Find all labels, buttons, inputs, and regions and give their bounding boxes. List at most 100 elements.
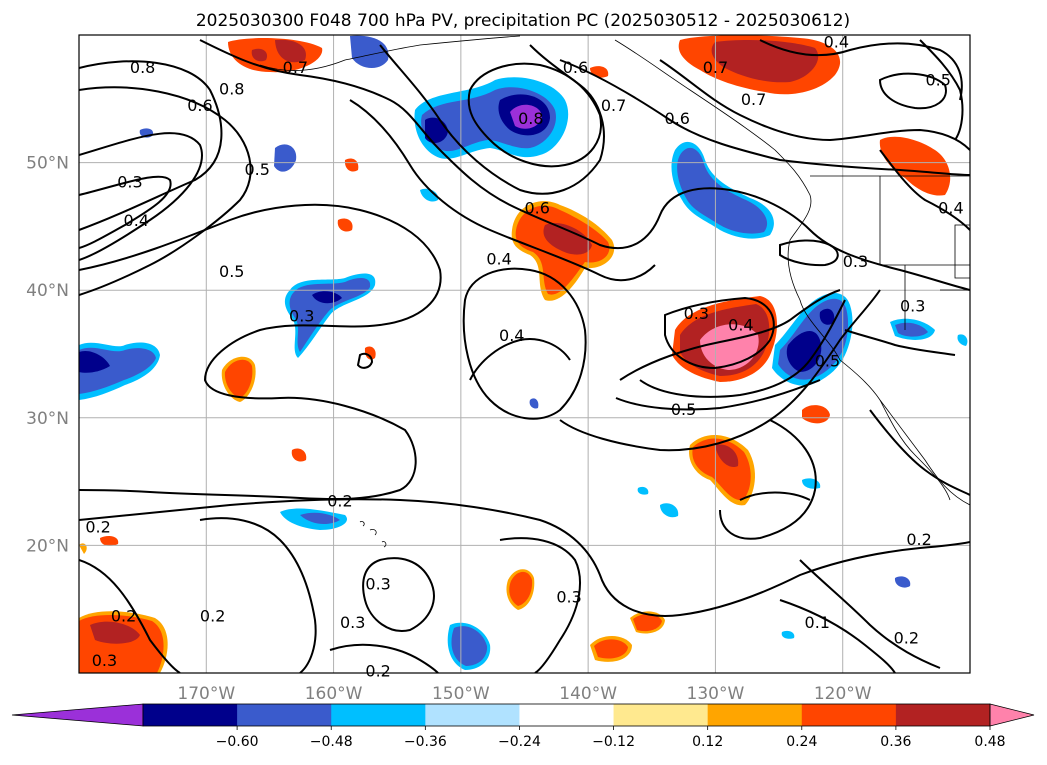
pv-contour-label: 0.6 xyxy=(665,109,690,128)
precip-positive-extreme xyxy=(700,324,759,370)
pv-contour-line xyxy=(199,517,317,673)
lat-tick-label: 40°N xyxy=(26,281,69,301)
pv-contour-label: 0.8 xyxy=(130,58,155,77)
pv-contour-line xyxy=(462,267,587,420)
pv-contour-line xyxy=(79,559,181,673)
colorbar-tick-label: 0.48 xyxy=(974,734,1005,750)
precip-positive-region xyxy=(337,218,353,232)
pv-contour-label: 0.4 xyxy=(486,249,511,268)
lat-tick-label: 30°N xyxy=(26,409,69,429)
colorbar-tick-label: −0.24 xyxy=(498,734,541,750)
colorbar-swatch xyxy=(331,704,426,726)
lon-tick-label: 140°W xyxy=(559,684,617,704)
pv-contour-label: 0.5 xyxy=(244,160,269,179)
precip-negative-region xyxy=(895,322,928,337)
pv-contour-label: 0.4 xyxy=(124,211,149,230)
precip-negative-core xyxy=(786,330,822,372)
colorbar-tick-label: 0.36 xyxy=(880,734,911,750)
precip-positive-core xyxy=(711,40,819,83)
precip-positive-region xyxy=(291,448,307,462)
state-border xyxy=(810,175,970,330)
pv-contour-line xyxy=(79,60,223,231)
pv-contour-line xyxy=(559,59,970,176)
pv-contour-line xyxy=(759,39,963,101)
precip-negative-region xyxy=(289,277,371,352)
pv-contour-label: 0.7 xyxy=(283,58,308,77)
precip-negative-region xyxy=(957,334,968,346)
pv-contour-label: 0.3 xyxy=(340,613,365,632)
precip-positive-region xyxy=(364,346,376,360)
pv-contour-label: 0.3 xyxy=(684,304,709,323)
pv-contour-labels: 0.8 0.8 0.6 0.7 0.5 0.3 0.4 0.5 0.6 0.8 0.7 0.6 0.4 0… xyxy=(85,32,963,680)
pv-contour-line xyxy=(779,599,896,673)
pv-contour-label: 0.2 xyxy=(365,661,390,680)
pv-contour-line xyxy=(469,338,571,381)
latitude-tick-labels: 50°N 40°N 30°N 20°N xyxy=(26,154,69,557)
precip-negative-region xyxy=(350,35,389,69)
pv-contour-label: 0.2 xyxy=(111,607,136,626)
pv-contour-label: 0.5 xyxy=(815,351,840,370)
colorbar-swatch xyxy=(801,704,897,726)
chart-title: 2025030300 F048 700 hPa PV, precipitatio… xyxy=(196,11,850,31)
map-gridlines xyxy=(79,35,970,673)
coastlines xyxy=(259,35,970,548)
pv-contour-label: 0.5 xyxy=(671,400,696,419)
colorbar-swatch xyxy=(519,704,615,726)
pv-contour-line xyxy=(362,557,435,632)
pv-contour-label: 0.2 xyxy=(894,628,919,647)
precip-positive-region xyxy=(79,543,87,554)
pv-contour-line xyxy=(869,409,970,496)
colorbar xyxy=(11,703,1035,730)
pv-contour-label: 0.5 xyxy=(925,71,950,90)
longitude-tick-labels: 170°W 160°W 150°W 140°W 130°W 120°W xyxy=(177,684,871,704)
pv-contour-label: 0.5 xyxy=(219,262,244,281)
precip-negative-region xyxy=(529,398,539,409)
precip-positive-region xyxy=(802,405,830,424)
pv-contour-label: 0.4 xyxy=(824,32,849,51)
pv-contour-label: 0.6 xyxy=(187,96,212,115)
precip-positive-region xyxy=(594,639,628,659)
pv-contour-label: 0.3 xyxy=(365,575,390,594)
pv-contour-label: 0.3 xyxy=(117,173,142,192)
precip-positive-core xyxy=(90,621,140,644)
pv-contour-label: 0.1 xyxy=(805,613,830,632)
pv-contour-line xyxy=(499,537,581,673)
pv-contour-line xyxy=(878,72,947,110)
precip-negative-region xyxy=(300,512,340,525)
pv-contour-line xyxy=(739,491,811,501)
precip-positive-region xyxy=(100,536,119,546)
pv-contour-label: 0.4 xyxy=(728,316,753,335)
colorbar-extend-min xyxy=(11,703,144,727)
pv-contour-line xyxy=(919,39,964,141)
pv-contour-line xyxy=(799,559,941,669)
lon-tick-label: 160°W xyxy=(305,684,363,704)
pv-contour-line xyxy=(619,289,841,381)
precip-positive-core xyxy=(715,444,739,468)
map-frame xyxy=(78,34,971,674)
pv-contour-line xyxy=(79,86,252,296)
colorbar-extend-max xyxy=(989,703,1035,727)
lon-tick-label: 170°W xyxy=(177,684,235,704)
precip-positive-core xyxy=(251,48,268,62)
pv-contour-label: 0.3 xyxy=(289,307,314,326)
pv-contour-line xyxy=(659,59,970,151)
precip-positive-core xyxy=(275,39,306,63)
pv-contour-line xyxy=(639,299,846,398)
precip-negative-core xyxy=(312,291,342,304)
precip-negative-core xyxy=(819,308,835,325)
pv-contour-label: 0.3 xyxy=(556,587,581,606)
pv-contour-label: 0.6 xyxy=(563,58,588,77)
pv-contour-line xyxy=(79,132,203,261)
colorbar-swatch xyxy=(895,704,991,726)
pv-contour-line xyxy=(356,352,374,369)
precip-negative-region xyxy=(274,144,297,172)
pv-contour-label: 0.7 xyxy=(601,96,626,115)
precip-positive-region xyxy=(509,571,533,606)
pv-contour-line xyxy=(559,289,881,452)
lat-tick-label: 20°N xyxy=(26,536,69,556)
lon-tick-label: 130°W xyxy=(687,684,745,704)
precip-positive-core xyxy=(543,222,592,255)
precip-positive-region xyxy=(224,359,253,398)
precip-negative-region xyxy=(677,147,768,234)
